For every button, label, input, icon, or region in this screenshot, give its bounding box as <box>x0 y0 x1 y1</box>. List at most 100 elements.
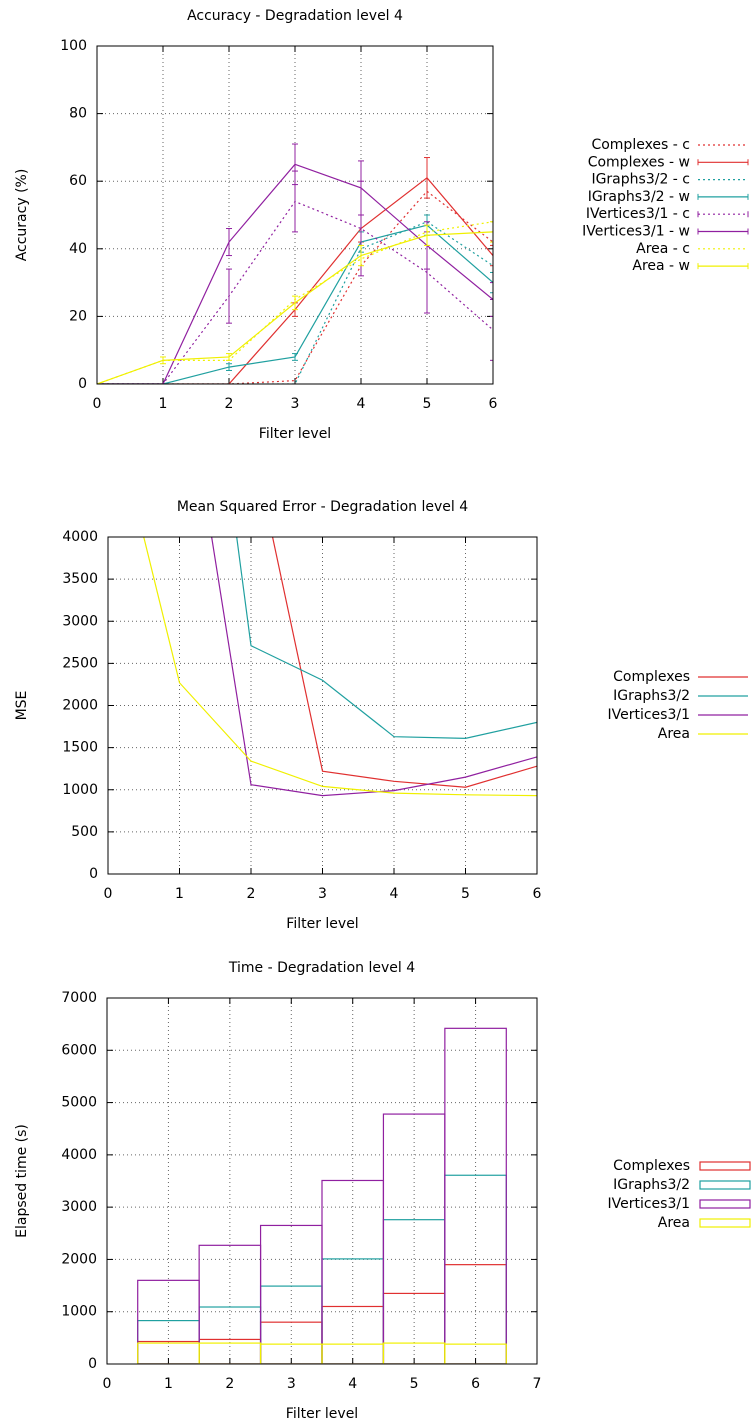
legend-label: IGraphs3/2 - c <box>591 172 690 188</box>
y-axis-label: MSE <box>14 691 30 721</box>
y-tick-label: 7000 <box>61 990 97 1006</box>
chart-title: Accuracy - Degradation level 4 <box>187 8 403 24</box>
error-bar <box>226 353 232 361</box>
legend-label: IVertices3/1 <box>607 707 690 723</box>
error-bar <box>160 356 166 365</box>
line <box>271 537 537 788</box>
bar <box>198 1306 262 1364</box>
plot-border <box>106 997 538 1365</box>
legend-label: IVertices3/1 - c <box>586 206 690 222</box>
legend-label: IGraphs3/2 - w <box>588 189 690 205</box>
chart: Accuracy - Degradation level 4 Filter lev… <box>14 8 749 442</box>
y-tick-label: 3000 <box>62 613 98 629</box>
bar <box>321 1179 385 1364</box>
y-tick-label: 1500 <box>62 740 98 756</box>
y-tick-label: 80 <box>69 106 87 122</box>
x-tick-label: 4 <box>390 886 399 902</box>
x-tick-label: 0 <box>93 396 102 412</box>
x-tick-label: 1 <box>175 886 184 902</box>
error-bar <box>490 271 493 294</box>
legend-swatch <box>699 1218 751 1228</box>
error-bar <box>226 228 232 257</box>
y-tick-label: 60 <box>69 173 87 189</box>
x-tick-label: 4 <box>348 1376 357 1392</box>
y-tick-label: 2500 <box>62 655 98 671</box>
error-bar <box>424 157 430 199</box>
x-tick-label: 3 <box>318 886 327 902</box>
y-tick-label: 3000 <box>61 1199 97 1215</box>
y-axis-label: Accuracy (%) <box>14 169 30 262</box>
bar <box>444 1343 507 1364</box>
legend-swatch <box>699 1199 751 1209</box>
plot-border <box>107 536 538 875</box>
x-tick-label: 5 <box>410 1376 419 1392</box>
y-tick-label: 0 <box>88 1356 97 1372</box>
error-bar <box>226 363 232 371</box>
error-bar <box>292 353 298 361</box>
x-tick-label: 4 <box>357 396 366 412</box>
y-tick-label: 3500 <box>62 571 98 587</box>
bar <box>259 1285 323 1364</box>
y-tick-label: 5000 <box>61 1095 97 1111</box>
legend-label: IVertices3/1 <box>607 1196 690 1212</box>
plot-area <box>143 537 537 797</box>
y-tick-label: 1000 <box>62 782 98 798</box>
bar <box>259 1321 323 1364</box>
chart-title: Time - Degradation level 4 <box>228 960 415 976</box>
legend-label: Complexes - c <box>591 137 690 153</box>
x-tick-label: 2 <box>225 1376 234 1392</box>
x-tick-label: 5 <box>423 396 432 412</box>
y-tick-label: 1000 <box>61 1304 97 1320</box>
x-axis-label: Filter level <box>286 1406 358 1422</box>
bar <box>382 1292 446 1364</box>
line <box>143 537 537 797</box>
x-tick-label: 2 <box>225 396 234 412</box>
legend-label: IGraphs3/2 <box>613 1177 690 1193</box>
y-tick-label: 100 <box>60 38 87 54</box>
error-bar <box>490 244 493 267</box>
x-tick-label: 7 <box>533 1376 542 1392</box>
y-tick-label: 2000 <box>61 1251 97 1267</box>
legend-label: Area <box>658 1215 690 1231</box>
x-tick-label: 2 <box>247 886 256 902</box>
bar <box>321 1305 385 1364</box>
line <box>236 537 537 739</box>
x-tick-label: 6 <box>471 1376 480 1392</box>
y-tick-label: 0 <box>78 376 87 392</box>
y-axis-label: Elapsed time (s) <box>14 1124 30 1238</box>
x-tick-label: 6 <box>533 886 542 902</box>
legend-label: IGraphs3/2 <box>613 688 690 704</box>
error-bar <box>292 143 298 186</box>
error-bar <box>358 244 364 267</box>
x-tick-label: 6 <box>489 396 498 412</box>
y-tick-label: 4000 <box>62 529 98 545</box>
x-tick-label: 0 <box>103 1376 112 1392</box>
legend-label: Complexes <box>613 669 690 685</box>
error-bar <box>490 299 493 361</box>
error-bar <box>358 160 364 216</box>
x-axis-label: Filter level <box>259 426 331 442</box>
error-bar <box>490 282 493 317</box>
x-axis-label: Filter level <box>286 916 358 932</box>
legend-label: Complexes <box>613 1158 690 1174</box>
y-tick-label: 2000 <box>62 698 98 714</box>
y-tick-label: 500 <box>71 824 98 840</box>
legend-label: Area <box>658 726 690 742</box>
legend-label: Complexes - w <box>588 154 690 170</box>
x-tick-label: 1 <box>164 1376 173 1392</box>
y-tick-label: 6000 <box>61 1042 97 1058</box>
plot-area <box>97 143 493 384</box>
legend-swatch <box>699 1180 751 1190</box>
y-tick-label: 20 <box>69 308 87 324</box>
chart-title: Mean Squared Error - Degradation level 4 <box>177 499 468 515</box>
error-bar <box>292 295 298 311</box>
legend-label: Area - w <box>632 258 690 274</box>
legend-swatch <box>699 1161 751 1171</box>
error-bar <box>226 268 232 324</box>
error-bar <box>424 224 430 246</box>
y-tick-label: 40 <box>69 241 87 257</box>
x-tick-label: 5 <box>461 886 470 902</box>
x-tick-label: 1 <box>159 396 168 412</box>
plot-area <box>137 1027 507 1364</box>
